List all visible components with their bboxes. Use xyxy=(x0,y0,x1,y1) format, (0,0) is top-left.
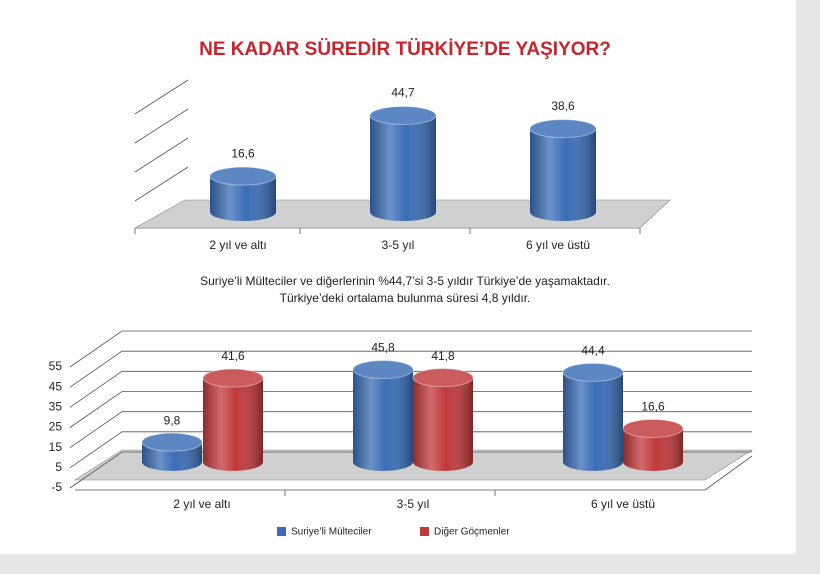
bar-top-shade xyxy=(370,106,436,125)
x-tick-label: 2 yıl ve altı xyxy=(209,238,266,252)
bar-top-shade xyxy=(530,119,596,138)
bar xyxy=(412,368,474,471)
legend-label: Diğer Göçmenler xyxy=(434,527,510,538)
y-tick-label: 55 xyxy=(49,359,63,373)
grid-line xyxy=(69,391,752,428)
legend-swatch xyxy=(420,527,429,536)
x-tick-label: 2 yıl ve altı xyxy=(173,497,230,511)
bar-top-shade xyxy=(142,433,202,452)
bar xyxy=(529,119,597,221)
value-label: 16,6 xyxy=(641,400,665,414)
bar-top xyxy=(562,362,624,382)
bar-top-shade xyxy=(353,360,413,379)
x-tick-label: 6 yıl ve üstü xyxy=(526,238,590,252)
grid-line xyxy=(69,431,752,469)
y-tick-label: 5 xyxy=(55,460,62,474)
value-label: 16,6 xyxy=(231,146,255,160)
bar-shade xyxy=(353,369,413,471)
bar-top-shade xyxy=(563,363,623,382)
chart-title: NE KADAR SÜREDİR TÜRKİYE’DE YAŞIYOR? xyxy=(199,39,611,60)
grid-line xyxy=(69,330,752,368)
grid-line xyxy=(69,350,752,388)
bar-shade xyxy=(623,428,683,471)
x-tick-label: 3-5 yıl xyxy=(397,497,430,511)
y-tick-label: 45 xyxy=(49,379,63,393)
value-label: 45,8 xyxy=(371,341,395,355)
bar-top-shade xyxy=(203,369,263,388)
value-label: 41,8 xyxy=(431,349,455,363)
grid-line xyxy=(69,451,752,489)
bar-top xyxy=(529,119,597,139)
bar-top xyxy=(209,166,277,186)
bar xyxy=(141,432,203,471)
bar-top-shade xyxy=(413,368,473,387)
bar-top xyxy=(622,418,684,438)
bar xyxy=(562,362,624,471)
legend-swatch xyxy=(277,527,286,536)
value-label: 38,6 xyxy=(551,99,575,113)
bar xyxy=(369,105,437,221)
bar xyxy=(209,166,277,221)
bar-top xyxy=(352,360,414,380)
bar-top-shade xyxy=(623,419,683,438)
annotation: Suriye’li Mülteciler ve diğerlerinin %44… xyxy=(200,274,610,288)
bar-shade xyxy=(370,115,436,221)
bar-top-shade xyxy=(210,167,276,186)
bar xyxy=(202,368,264,471)
bar xyxy=(622,418,684,471)
value-label: 41,6 xyxy=(221,349,245,363)
x-tick-label: 3-5 yıl xyxy=(382,238,415,252)
bar-shade xyxy=(413,377,473,471)
x-tick-label: 6 yıl ve üstü xyxy=(591,497,655,511)
grid-line xyxy=(69,370,752,408)
bar-top xyxy=(412,368,474,388)
legend-label: Suriye’li Mülteciler xyxy=(291,527,372,538)
bar-top xyxy=(202,368,264,388)
annotation: Türkiye’deki ortalama bulunma süresi 4,8… xyxy=(280,291,531,305)
y-tick-label: -5 xyxy=(51,480,62,494)
y-tick-label: 35 xyxy=(49,400,63,414)
value-label: 9,8 xyxy=(164,413,181,427)
bar-shade xyxy=(563,372,623,471)
bar xyxy=(352,360,414,471)
y-tick-label: 15 xyxy=(49,440,63,454)
bar-top xyxy=(141,432,203,452)
bar-shade xyxy=(203,378,263,471)
bar-top xyxy=(369,105,437,125)
bar-shade xyxy=(210,176,276,221)
value-label: 44,4 xyxy=(581,344,605,358)
grid-line xyxy=(69,411,752,448)
bottom-axis xyxy=(75,455,753,496)
bar-shade xyxy=(530,128,596,221)
value-label: 44,7 xyxy=(391,86,415,100)
y-tick-label: 25 xyxy=(49,420,63,434)
